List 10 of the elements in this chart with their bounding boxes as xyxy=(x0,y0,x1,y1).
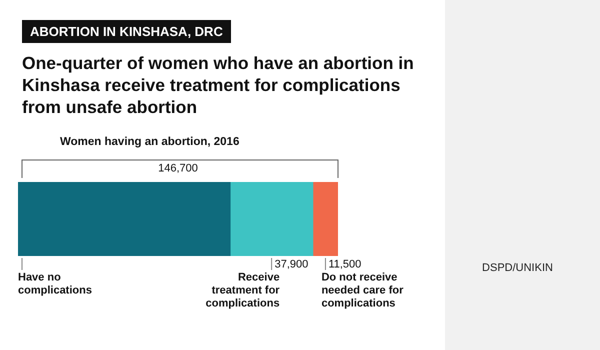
data-label: 37,900 xyxy=(274,258,308,271)
text: ABORTION IN KINSHASA, DRC xyxy=(22,20,231,43)
series-label: Receive treatment for complications xyxy=(206,272,280,310)
total-label: 146,700 xyxy=(158,162,198,175)
chart-title: One-quarter of women who have an abortion in Kinshasa receive treatment for complications from unsafe abortion xyxy=(22,52,415,118)
series-label: Do not receive needed care for complications xyxy=(321,272,404,310)
series-label: Have no complications xyxy=(18,272,92,297)
chart-subtitle: Women having an abortion, 2016 xyxy=(60,136,240,148)
text: DSPD/UNIKIN xyxy=(481,262,554,274)
data-label: 11,500 xyxy=(328,258,362,271)
